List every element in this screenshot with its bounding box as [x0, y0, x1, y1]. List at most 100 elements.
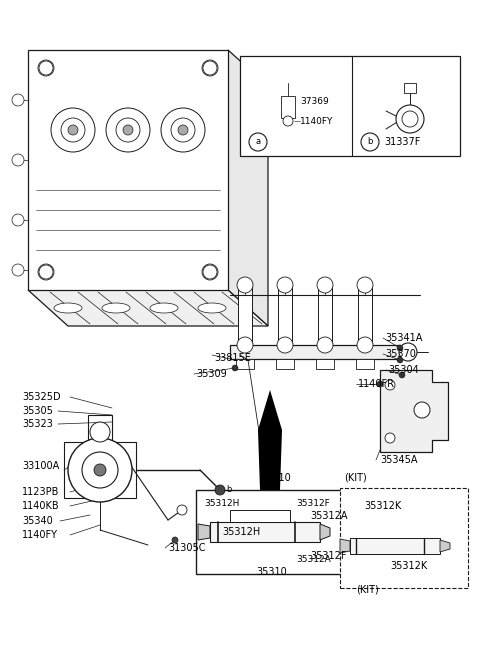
Ellipse shape	[150, 303, 178, 313]
Text: 37369: 37369	[300, 96, 329, 106]
Circle shape	[357, 337, 373, 353]
Circle shape	[51, 108, 95, 152]
Bar	[88, 415, 112, 449]
Text: 35312A: 35312A	[310, 511, 348, 521]
Text: 35312K: 35312K	[390, 561, 427, 571]
Bar	[358, 285, 372, 345]
Circle shape	[402, 111, 418, 127]
Circle shape	[203, 265, 217, 279]
Text: 35310: 35310	[256, 567, 287, 577]
Bar	[350, 538, 440, 554]
Bar	[28, 50, 228, 290]
Polygon shape	[28, 290, 268, 326]
Circle shape	[171, 118, 195, 142]
Text: 35312F: 35312F	[310, 551, 347, 561]
Circle shape	[38, 264, 54, 280]
Text: 35312K: 35312K	[364, 501, 401, 511]
Circle shape	[12, 94, 24, 106]
Circle shape	[399, 372, 405, 378]
Ellipse shape	[54, 303, 82, 313]
Circle shape	[277, 337, 293, 353]
Text: 1140FY: 1140FY	[22, 530, 58, 540]
Circle shape	[203, 61, 217, 75]
Text: 1140KB: 1140KB	[22, 501, 60, 511]
Text: (KIT): (KIT)	[356, 585, 379, 595]
Circle shape	[385, 433, 395, 443]
Circle shape	[68, 125, 78, 135]
Text: 1140FR: 1140FR	[358, 379, 395, 389]
Text: b: b	[226, 485, 231, 495]
Text: b: b	[367, 138, 372, 146]
Circle shape	[399, 343, 417, 361]
Circle shape	[283, 116, 293, 126]
Bar	[404, 83, 416, 93]
Text: 35312H: 35312H	[222, 527, 260, 537]
Bar	[281, 96, 295, 118]
Text: 35340: 35340	[22, 516, 53, 526]
Circle shape	[215, 485, 225, 495]
Polygon shape	[258, 390, 282, 490]
Bar	[240, 56, 460, 156]
Circle shape	[396, 105, 424, 133]
Circle shape	[237, 277, 253, 293]
Polygon shape	[198, 524, 210, 540]
Circle shape	[116, 118, 140, 142]
Text: 35309: 35309	[196, 369, 227, 379]
Circle shape	[12, 264, 24, 276]
Circle shape	[172, 537, 178, 543]
Circle shape	[82, 452, 118, 488]
Circle shape	[178, 125, 188, 135]
Polygon shape	[380, 370, 448, 452]
Text: 35341A: 35341A	[385, 333, 422, 343]
Polygon shape	[228, 50, 268, 326]
Bar	[236, 359, 254, 369]
Circle shape	[277, 277, 293, 293]
Bar	[238, 285, 252, 345]
Polygon shape	[340, 539, 350, 553]
Circle shape	[39, 61, 53, 75]
Bar	[318, 285, 332, 345]
Circle shape	[397, 357, 403, 363]
Text: 31337F: 31337F	[384, 137, 420, 147]
Bar	[278, 285, 292, 345]
Circle shape	[414, 402, 430, 418]
Text: 35312A: 35312A	[296, 556, 331, 565]
Circle shape	[68, 438, 132, 502]
Circle shape	[38, 60, 54, 76]
Circle shape	[232, 365, 238, 371]
Circle shape	[361, 133, 379, 151]
Text: 35310: 35310	[261, 473, 291, 483]
Circle shape	[377, 381, 383, 387]
Bar	[64, 442, 136, 498]
Text: a: a	[255, 138, 261, 146]
Circle shape	[317, 277, 333, 293]
Circle shape	[177, 505, 187, 515]
Polygon shape	[320, 524, 330, 540]
Circle shape	[237, 337, 253, 353]
Circle shape	[317, 337, 333, 353]
Text: 35323: 35323	[22, 419, 53, 429]
Text: 35325D: 35325D	[22, 392, 60, 402]
Circle shape	[202, 264, 218, 280]
Bar	[196, 490, 356, 574]
Circle shape	[39, 265, 53, 279]
Bar	[356, 359, 374, 369]
Text: 33100A: 33100A	[22, 461, 59, 471]
Circle shape	[12, 154, 24, 166]
Text: 35305: 35305	[22, 406, 53, 416]
Text: 35304: 35304	[388, 365, 419, 375]
Bar	[230, 510, 290, 522]
Bar	[230, 345, 400, 359]
Text: (KIT): (KIT)	[344, 473, 367, 483]
Text: 33815E: 33815E	[214, 353, 251, 363]
Bar	[316, 359, 334, 369]
Circle shape	[106, 108, 150, 152]
Circle shape	[161, 108, 205, 152]
Circle shape	[385, 380, 395, 390]
Text: 35345A: 35345A	[380, 455, 418, 465]
Text: 1123PB: 1123PB	[22, 487, 60, 497]
Circle shape	[357, 277, 373, 293]
Text: 1140FY: 1140FY	[300, 117, 334, 125]
Circle shape	[397, 345, 403, 351]
Circle shape	[202, 60, 218, 76]
